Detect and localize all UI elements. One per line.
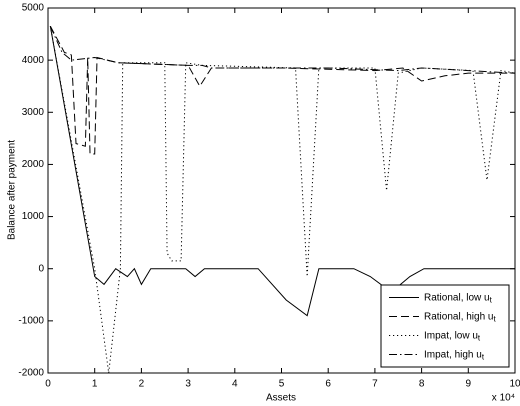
x-tick-label: 5 <box>279 379 285 390</box>
y-tick-label: 0 <box>38 263 44 274</box>
legend-label: Impat, low ut <box>424 330 481 342</box>
y-tick-label: 3000 <box>22 107 45 118</box>
legend-label: Rational, low ut <box>424 292 493 304</box>
y-tick-label: -1000 <box>18 315 44 326</box>
legend-box <box>380 284 510 368</box>
x-tick-label: 4 <box>232 379 238 390</box>
y-tick-label: 2000 <box>22 159 45 170</box>
series-line <box>49 26 515 155</box>
x-tick-label: 10 <box>509 379 520 390</box>
y-tick-label: 1000 <box>22 211 45 222</box>
x-tick-label: 2 <box>139 379 145 390</box>
x-multiplier: x 10⁴ <box>492 393 515 404</box>
y-tick-label: 5000 <box>22 3 45 14</box>
x-axis-label: Assets <box>266 393 296 404</box>
x-tick-label: 1 <box>92 379 98 390</box>
legend-label: Rational, high ut <box>424 311 497 323</box>
x-tick-label: 7 <box>372 379 378 390</box>
y-axis-label: Balance after payment <box>7 140 18 240</box>
y-tick-label: -2000 <box>18 368 44 379</box>
x-tick-label: 0 <box>45 379 51 390</box>
x-tick-label: 9 <box>466 379 472 390</box>
x-tick-label: 8 <box>419 379 425 390</box>
y-tick-label: 4000 <box>22 55 45 66</box>
series-line <box>49 26 516 74</box>
x-tick-label: 3 <box>185 379 191 390</box>
x-tick-label: 6 <box>325 379 331 390</box>
legend-label: Impat, high ut <box>424 349 485 361</box>
